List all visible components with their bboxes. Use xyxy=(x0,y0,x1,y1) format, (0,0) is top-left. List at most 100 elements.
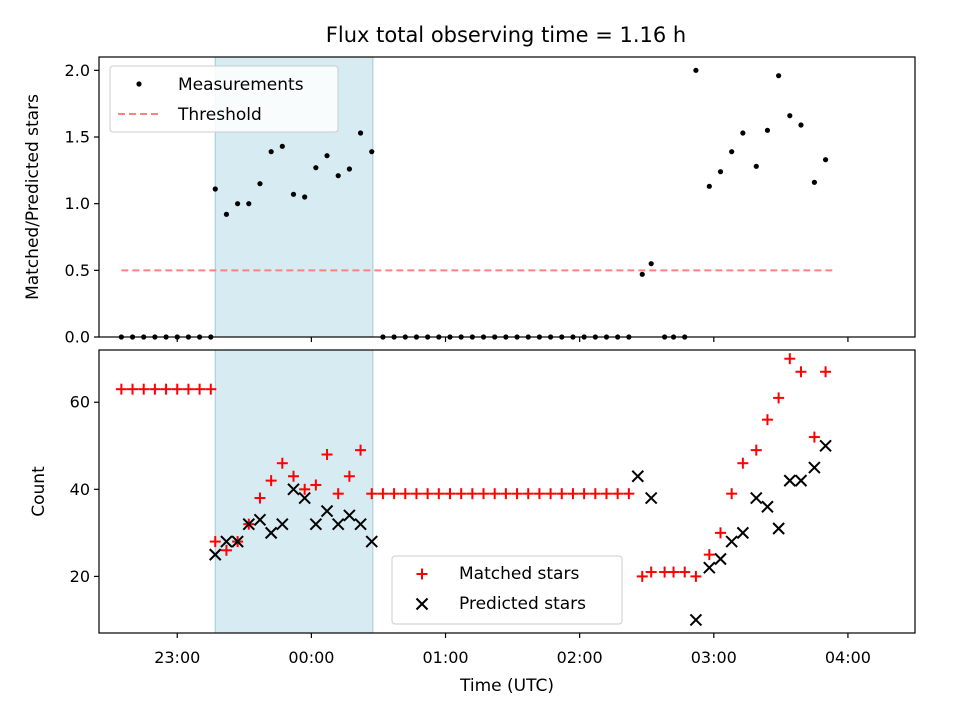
matched-star-point xyxy=(115,383,127,395)
measurement-point xyxy=(235,201,241,207)
matched-star-point xyxy=(690,570,702,582)
matched-star-point xyxy=(750,444,762,456)
count-plot-frame xyxy=(98,349,916,634)
ratio-ytick-label: 1.0 xyxy=(65,194,90,213)
predicted-star-point xyxy=(761,500,774,513)
chart-title: Flux total observing time = 1.16 h xyxy=(326,23,686,47)
measurement-point xyxy=(729,149,735,155)
measurement-point xyxy=(313,165,319,171)
legend-x-glyph xyxy=(415,597,429,611)
matched-star-point xyxy=(265,475,277,487)
matched-star-point xyxy=(795,366,807,378)
measurement-point xyxy=(798,122,804,128)
ratio-plot-frame xyxy=(98,56,916,338)
legend-matched-marker xyxy=(416,568,428,580)
predicted-star-point xyxy=(253,513,267,527)
ratio-panel: 0.00.51.01.52.0 Matched/Predicted stars … xyxy=(23,56,916,347)
x-axis-label: Time (UTC) xyxy=(459,676,554,696)
count-y-axis-label: Count xyxy=(29,466,49,517)
matched-star-point xyxy=(511,488,523,500)
matched-star-point xyxy=(332,488,344,500)
matched-star-point xyxy=(194,383,206,395)
predicted-star-point xyxy=(736,526,750,540)
legend-matched-label: Matched stars xyxy=(459,564,579,584)
xtick-label: 01:00 xyxy=(422,648,468,667)
predicted-star-point xyxy=(298,491,311,505)
matched-star-point xyxy=(422,488,434,500)
matched-star-point xyxy=(478,488,490,500)
measurement-point xyxy=(639,271,645,277)
predicted-star-point xyxy=(703,561,716,574)
measurement-point xyxy=(290,191,297,197)
predicted-star-point xyxy=(242,517,255,531)
matched-star-point xyxy=(220,544,232,556)
measurement-point xyxy=(764,127,771,133)
measurement-point xyxy=(753,163,759,169)
measurement-point xyxy=(324,153,330,159)
measurement-point xyxy=(302,194,308,200)
matched-star-point xyxy=(276,457,288,469)
predicted-star-point xyxy=(276,517,289,531)
predicted-star-point xyxy=(365,535,378,548)
matched-star-point xyxy=(612,488,624,500)
matched-stars-points xyxy=(115,353,832,582)
count-ytick-label: 20 xyxy=(70,567,90,586)
predicted-star-point xyxy=(320,504,334,518)
measurement-point xyxy=(369,149,375,155)
matched-star-point xyxy=(545,488,557,500)
matched-star-point xyxy=(138,383,150,395)
matched-star-point xyxy=(466,488,478,500)
matched-star-point xyxy=(321,448,333,460)
predicted-star-point xyxy=(714,552,727,566)
xtick-label: 03:00 xyxy=(691,648,737,667)
measurement-point xyxy=(212,186,218,192)
observing-window-shade-bottom xyxy=(214,349,374,634)
measurement-point xyxy=(279,143,285,149)
matched-star-point xyxy=(388,488,400,500)
measurement-point xyxy=(223,211,230,217)
predicted-star-point xyxy=(794,474,808,487)
count-ytick-label: 40 xyxy=(70,480,90,499)
predicted-star-point xyxy=(209,548,222,561)
matched-star-point xyxy=(522,488,534,500)
matched-star-point xyxy=(399,488,411,500)
predicted-star-point xyxy=(231,535,244,548)
ratio-ytick-label: 0.0 xyxy=(65,328,90,347)
xtick-label: 00:00 xyxy=(288,648,334,667)
matched-star-point xyxy=(567,488,579,500)
matched-star-point xyxy=(533,488,545,500)
measurement-point xyxy=(822,157,829,163)
matched-star-point xyxy=(310,479,322,491)
measurement-point xyxy=(693,67,699,73)
matched-star-point xyxy=(703,549,715,561)
predicted-star-point xyxy=(343,509,356,522)
matched-star-point xyxy=(784,353,796,365)
predicted-star-point xyxy=(332,517,345,531)
ratio-ytick-label: 0.5 xyxy=(65,261,90,280)
predicted-star-point xyxy=(725,535,738,548)
matched-star-point xyxy=(645,566,657,578)
measurement-point xyxy=(811,179,817,185)
matched-star-point xyxy=(623,488,635,500)
matched-star-point xyxy=(299,483,311,495)
measurement-point xyxy=(257,181,263,187)
matched-star-point xyxy=(773,392,785,404)
matched-star-point xyxy=(820,366,832,378)
predicted-star-point xyxy=(264,526,278,540)
measurement-point xyxy=(335,173,341,179)
predicted-star-point xyxy=(309,517,323,531)
xtick-label: 23:00 xyxy=(154,648,200,667)
count-legend: Matched stars Predicted stars xyxy=(391,555,623,625)
matched-star-point xyxy=(808,431,820,443)
ratio-ytick-label: 1.5 xyxy=(65,128,90,147)
matched-star-point xyxy=(205,383,217,395)
matched-star-point xyxy=(171,383,183,395)
ratio-y-axis-label: Matched/Predicted stars xyxy=(23,94,43,300)
matched-star-point xyxy=(761,414,773,426)
measurement-point xyxy=(268,149,274,155)
matched-star-point xyxy=(433,488,445,500)
predicted-star-point xyxy=(750,491,763,505)
matched-star-point xyxy=(355,444,367,456)
matched-star-point xyxy=(127,383,139,395)
